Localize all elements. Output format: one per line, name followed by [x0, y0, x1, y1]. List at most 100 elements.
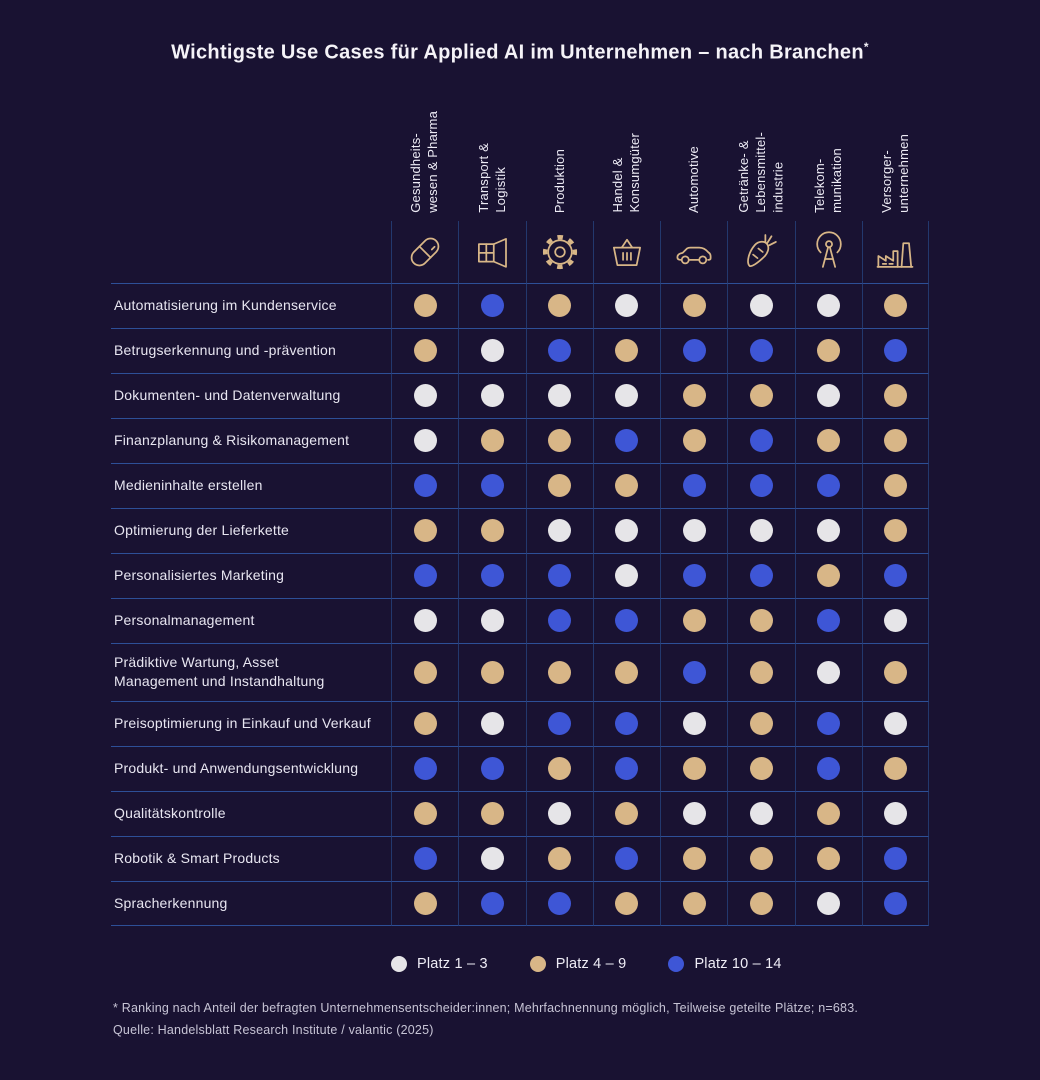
matrix-cell [727, 417, 795, 463]
matrix-cell [592, 835, 660, 881]
rank-dot-platz-10-14 [682, 564, 706, 588]
column-header-7: Telekom-munikation [795, 101, 862, 221]
rank-dot-platz-4-9 [682, 757, 706, 781]
rank-dot-platz-10-14 [615, 712, 639, 736]
legend-item: Platz 10 – 14 [668, 955, 781, 972]
matrix-cell [592, 372, 660, 418]
matrix-cell [660, 597, 728, 643]
rank-dot-platz-1-3 [749, 802, 773, 826]
rank-dot-platz-1-3 [615, 519, 639, 543]
rank-dot-platz-4-9 [413, 339, 437, 363]
rank-dot-platz-4-9 [817, 339, 841, 363]
rank-dot-platz-4-9 [749, 384, 773, 408]
rank-dot-platz-4-9 [682, 384, 706, 408]
rank-dot-platz-4-9 [548, 474, 572, 498]
column-header-line: Handel & [610, 157, 626, 213]
column-header-line: Versorger- [879, 149, 895, 213]
rank-dot-platz-10-14 [480, 757, 504, 781]
matrix-cell [592, 745, 660, 791]
column-header-line: Logistik [492, 166, 508, 213]
matrix-cell [861, 507, 929, 553]
matrix-cell [861, 552, 929, 598]
rank-dot-platz-1-3 [615, 564, 639, 588]
pill-icon [410, 237, 440, 266]
rank-dot-platz-10-14 [749, 564, 773, 588]
column-icon-cell [660, 220, 727, 283]
rank-dot-platz-1-3 [480, 712, 504, 736]
matrix-cell [458, 552, 526, 598]
rank-dot-platz-4-9 [883, 474, 907, 498]
column-header-label: Handel & Konsumgüter [609, 133, 643, 213]
matrix-cell [458, 282, 526, 328]
footnote-line-1: * Ranking nach Anteil der befragten Unte… [113, 1000, 859, 1015]
matrix-cell [727, 462, 795, 508]
column-header-label: Telekom-munikation [811, 148, 845, 213]
rank-dot-platz-4-9 [817, 847, 841, 871]
column-header-line: unternehmen [896, 133, 912, 213]
matrix-cell [794, 642, 862, 701]
rank-dot-platz-10-14 [749, 429, 773, 453]
matrix-cell [794, 282, 862, 328]
rank-dot-platz-10-14 [817, 474, 841, 498]
column-icon-cell [592, 220, 660, 283]
matrix-cell [660, 880, 728, 926]
column-header-label: Transport & Logistik [475, 143, 509, 213]
rank-dot-platz-4-9 [615, 802, 639, 826]
column-header-8: Versorger-unternehmen [862, 101, 929, 221]
matrix-cell [525, 642, 593, 701]
rank-dot-platz-10-14 [883, 847, 907, 871]
rank-dot-platz-10-14 [615, 429, 639, 453]
column-header-3: Produktion [526, 101, 593, 221]
rank-dot-platz-4-9 [817, 802, 841, 826]
column-icon-cell [391, 220, 458, 283]
rank-dot-platz-4-9 [615, 474, 639, 498]
matrix-cell [794, 745, 862, 791]
matrix-cell [794, 835, 862, 881]
legend-dot-platz-4-9 [529, 955, 546, 972]
antenna-icon [815, 231, 842, 268]
rank-dot-platz-4-9 [817, 429, 841, 453]
rank-dot-platz-1-3 [615, 384, 639, 408]
rank-dot-platz-4-9 [548, 294, 572, 318]
rank-dot-platz-10-14 [682, 660, 706, 684]
header-icon-spacer [111, 221, 391, 283]
rank-dot-platz-10-14 [883, 339, 907, 363]
matrix-cell [861, 790, 929, 836]
title-footnote-marker: * [863, 40, 869, 54]
matrix-cell [727, 745, 795, 791]
row-label: Personalisiertes Marketing [111, 552, 391, 598]
rank-dot-platz-4-9 [682, 891, 706, 915]
row-label: Finanzplanung & Risikomanagement [111, 417, 391, 463]
rank-dot-platz-1-3 [817, 891, 841, 915]
matrix-cell [458, 507, 526, 553]
rank-dot-platz-10-14 [817, 712, 841, 736]
matrix-cell [592, 282, 660, 328]
rank-dot-platz-10-14 [413, 847, 437, 871]
matrix-cell [458, 745, 526, 791]
rank-dot-platz-1-3 [413, 384, 437, 408]
rank-dot-platz-10-14 [883, 891, 907, 915]
matrix-cell [727, 835, 795, 881]
rank-dot-platz-1-3 [749, 519, 773, 543]
rank-dot-platz-10-14 [817, 609, 841, 633]
matrix-cell [861, 327, 929, 373]
rank-dot-platz-10-14 [548, 609, 572, 633]
matrix-cell [861, 372, 929, 418]
rank-dot-platz-4-9 [883, 757, 907, 781]
matrix-cell [727, 327, 795, 373]
rank-dot-platz-1-3 [682, 802, 706, 826]
matrix-cell [391, 642, 459, 701]
rank-dot-platz-4-9 [883, 384, 907, 408]
column-header-line: Automotive [686, 145, 702, 213]
matrix-cell [592, 642, 660, 701]
matrix-cell [592, 880, 660, 926]
rank-dot-platz-10-14 [413, 757, 437, 781]
matrix-cell [525, 790, 593, 836]
column-header-line: Produktion [551, 148, 567, 213]
matrix-cell [660, 642, 728, 701]
matrix-cell [592, 507, 660, 553]
column-header-line: Gesundheits- [408, 132, 424, 213]
rank-dot-platz-10-14 [615, 609, 639, 633]
rank-dot-platz-4-9 [883, 294, 907, 318]
matrix-cell [660, 790, 728, 836]
